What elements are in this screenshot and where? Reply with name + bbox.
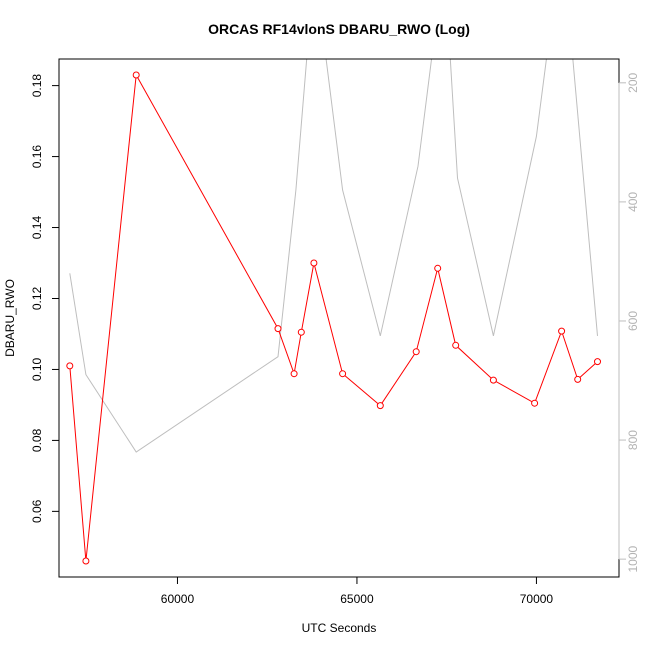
data-point — [376, 402, 384, 410]
series-primary-line — [69, 73, 598, 562]
y-axis-label: DBARU_RWO — [3, 279, 17, 357]
data-point — [297, 328, 305, 336]
x-axis-label: UTC Seconds — [302, 621, 377, 635]
y-tick-label: 0.06 — [30, 499, 44, 523]
y2-tick-label: 600 — [626, 311, 640, 331]
series-secondary — [69, 59, 598, 453]
y-axis: 0.06 0.08 0.10 0.12 0.14 0.16 0.18 — [30, 74, 60, 523]
y2-tick-label: 800 — [626, 430, 640, 450]
y-tick-label: 0.12 — [30, 286, 44, 310]
x-tick-label: 65000 — [340, 592, 374, 606]
series-primary — [69, 73, 598, 562]
data-point — [132, 71, 140, 79]
y-tick-label: 0.08 — [30, 428, 44, 452]
data-point — [489, 376, 497, 384]
chart-title: ORCAS RF14vlonS DBARU_RWO (Log) — [208, 21, 470, 37]
x-tick-label: 60000 — [161, 592, 195, 606]
data-point — [290, 370, 298, 378]
data-point — [310, 259, 318, 267]
data-point — [412, 348, 420, 356]
series-secondary-line — [69, 59, 598, 453]
x-tick-label: 70000 — [520, 592, 554, 606]
data-point — [82, 557, 90, 565]
points-primary — [66, 71, 601, 565]
y2-tick-label: 1000 — [626, 545, 640, 572]
y2-axis: 200 400 600 800 1000 — [618, 72, 640, 572]
data-point — [274, 325, 282, 333]
data-point — [594, 358, 601, 366]
x-axis: 60000 65000 70000 — [161, 576, 554, 606]
y-tick-label: 0.10 — [30, 357, 44, 381]
y2-tick-label: 200 — [626, 72, 640, 92]
data-point — [531, 399, 539, 407]
y-tick-label: 0.14 — [30, 216, 44, 240]
data-point — [558, 327, 566, 335]
y2-tick-label: 400 — [626, 192, 640, 212]
y-tick-label: 0.16 — [30, 145, 44, 169]
data-point — [339, 370, 347, 378]
plot-frame — [58, 58, 620, 578]
data-point — [452, 341, 460, 349]
data-point — [574, 375, 582, 383]
data-point — [434, 264, 442, 272]
data-point — [66, 362, 74, 370]
y-tick-label: 0.18 — [30, 74, 44, 98]
